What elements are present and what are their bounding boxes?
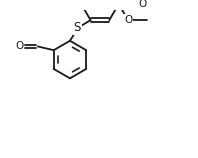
Text: O: O (138, 0, 146, 9)
Text: S: S (74, 21, 81, 34)
Text: O: O (15, 41, 23, 52)
Text: O: O (124, 15, 132, 25)
